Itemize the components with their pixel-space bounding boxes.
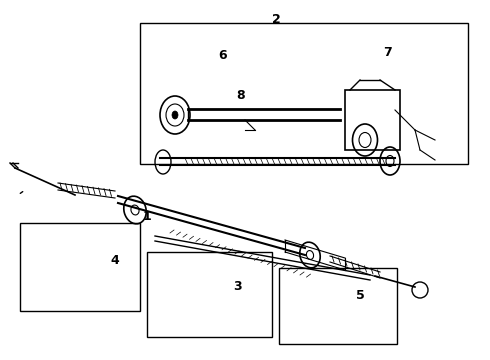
Text: 1: 1 <box>143 210 151 222</box>
Bar <box>345 90 400 150</box>
Text: 2: 2 <box>272 13 281 26</box>
Bar <box>20 223 140 311</box>
Text: 3: 3 <box>233 280 242 293</box>
Text: 5: 5 <box>356 289 365 302</box>
Bar <box>147 252 272 337</box>
Text: 4: 4 <box>111 255 120 267</box>
Text: 7: 7 <box>383 46 392 59</box>
Text: 6: 6 <box>219 49 227 62</box>
Bar <box>140 23 468 164</box>
Ellipse shape <box>172 111 178 119</box>
Bar <box>279 268 397 344</box>
Text: 8: 8 <box>236 89 245 102</box>
